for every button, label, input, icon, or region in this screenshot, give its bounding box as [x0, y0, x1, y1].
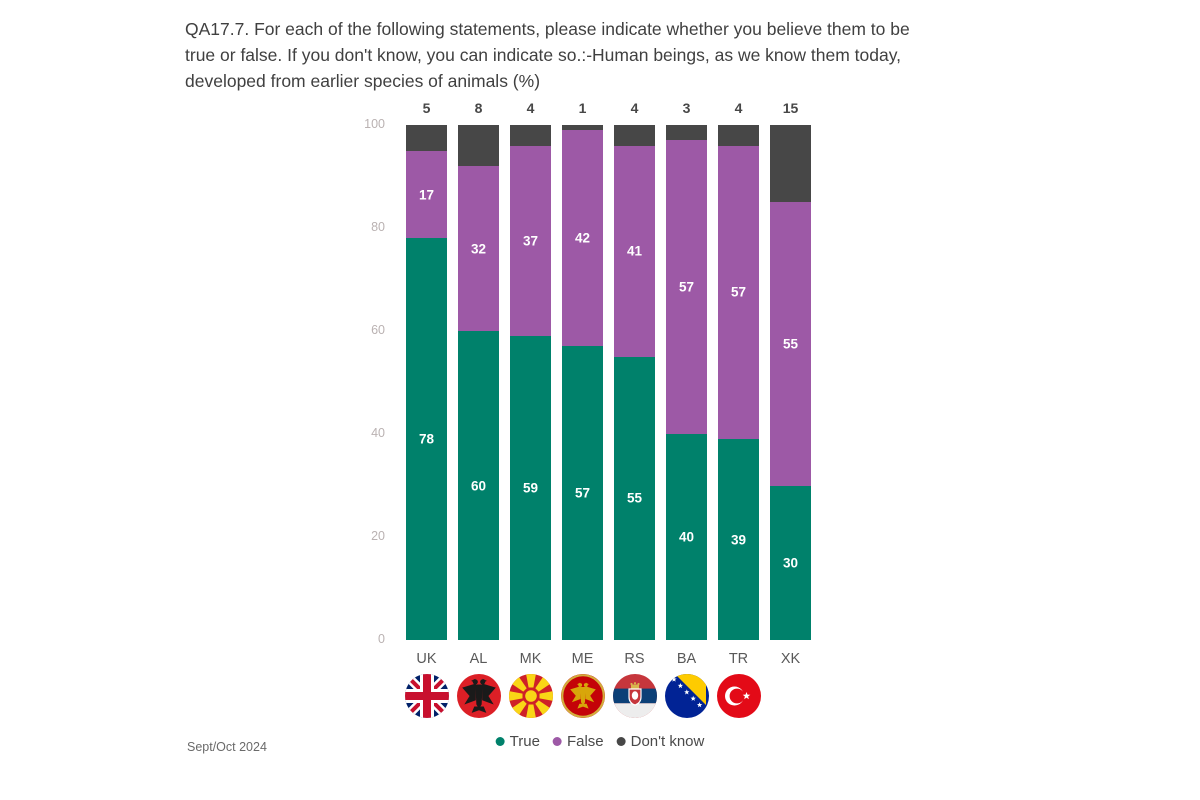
legend-item-true: True — [495, 733, 540, 750]
value-label-dont-know-ba: 3 — [682, 100, 691, 116]
value-label-true-uk: 78 — [418, 431, 435, 447]
value-label-dont-know-uk: 5 — [422, 100, 431, 116]
segment-don-t-know-xk — [770, 125, 811, 203]
flag-uk-icon — [404, 674, 449, 718]
segment-false-ba: 57 — [666, 140, 707, 434]
value-label-false-tr: 57 — [730, 284, 747, 300]
legend-dot-don-t-know-icon — [616, 737, 626, 746]
segment-don-t-know-me — [562, 125, 603, 131]
segment-don-t-know-al — [458, 125, 499, 167]
chart-title: QA17.7. For each of the following statem… — [185, 16, 1045, 94]
legend-label-don-t-know: Don't know — [630, 733, 705, 750]
legend-item-false: False — [552, 733, 604, 750]
bar-uk: 78 17 5 UK — [404, 100, 449, 718]
segment-don-t-know-tr — [718, 125, 759, 146]
flag-mk-icon — [508, 674, 553, 718]
value-label-false-ba: 57 — [678, 279, 695, 295]
value-label-dont-know-tr: 4 — [734, 100, 743, 116]
value-label-dont-know-rs: 4 — [630, 100, 639, 116]
bar-xk: 30 55 15 XK — [770, 100, 811, 667]
y-tick-80: 80 — [371, 220, 385, 234]
country-label-tr: TR — [728, 651, 749, 667]
segment-don-t-know-mk — [510, 125, 551, 146]
value-label-dont-know-mk: 4 — [526, 100, 535, 116]
legend-dot-false-icon — [552, 737, 562, 746]
y-tick-100: 100 — [364, 117, 385, 131]
plot-area: 78 17 5 UK 60 32 8 AL 59 37 4 MK 57 42 1 ME 55 41 4 RS 4 — [404, 100, 811, 718]
segment-true-tr: 39 — [718, 439, 759, 640]
legend-label-false: False — [566, 733, 604, 750]
segment-don-t-know-uk — [406, 125, 447, 151]
survey-date: Sept/Oct 2024 — [187, 740, 267, 754]
country-label-mk: MK — [519, 651, 542, 667]
bar-ba: 40 57 3 BA — [664, 100, 709, 718]
segment-true-al: 60 — [458, 331, 499, 640]
country-label-uk: UK — [416, 651, 437, 667]
country-label-xk: XK — [780, 651, 801, 667]
segment-false-uk: 17 — [406, 150, 447, 239]
legend: True False Don't know — [495, 733, 705, 750]
segment-false-al: 32 — [458, 166, 499, 331]
flag-tr-icon — [716, 674, 761, 718]
segment-true-ba: 40 — [666, 434, 707, 640]
value-label-dont-know-al: 8 — [474, 100, 483, 116]
value-label-true-ba: 40 — [678, 529, 695, 545]
country-label-ba: BA — [676, 651, 697, 667]
segment-true-mk: 59 — [510, 336, 551, 640]
segment-true-rs: 55 — [614, 356, 655, 640]
legend-item-don-t-know: Don't know — [616, 733, 705, 750]
bar-me: 57 42 1 ME — [560, 100, 605, 718]
legend-label-true: True — [509, 733, 540, 750]
value-label-dont-know-me: 1 — [578, 100, 587, 116]
segment-true-uk: 78 — [406, 238, 447, 640]
y-tick-0: 0 — [378, 632, 385, 646]
segment-false-xk: 55 — [770, 202, 811, 486]
legend-dot-true-icon — [495, 737, 505, 746]
segment-false-tr: 57 — [718, 145, 759, 440]
segment-don-t-know-rs — [614, 125, 655, 146]
segment-false-mk: 37 — [510, 145, 551, 337]
segment-false-rs: 41 — [614, 145, 655, 357]
value-label-false-me: 42 — [574, 230, 591, 246]
segment-false-me: 42 — [562, 130, 603, 347]
value-label-dont-know-xk: 15 — [782, 100, 799, 116]
value-label-false-al: 32 — [470, 241, 487, 257]
value-label-true-al: 60 — [470, 478, 487, 493]
bar-mk: 59 37 4 MK — [508, 100, 553, 718]
value-label-true-xk: 30 — [782, 555, 799, 571]
bar-al: 60 32 8 AL — [456, 100, 501, 718]
bar-rs: 55 41 4 RS — [612, 100, 657, 718]
value-label-true-mk: 59 — [522, 480, 539, 496]
flag-rs-icon — [612, 674, 657, 718]
chart-title-line-2: true or false. If you don't know, you ca… — [185, 45, 902, 65]
segment-true-me: 57 — [562, 346, 603, 640]
value-label-true-me: 57 — [574, 485, 591, 501]
chart-title-line-3: developed from earlier species of animal… — [185, 71, 541, 91]
country-label-rs: RS — [624, 651, 645, 667]
value-label-false-xk: 55 — [782, 336, 799, 352]
value-label-true-tr: 39 — [730, 532, 747, 548]
country-label-me: ME — [571, 651, 594, 667]
y-tick-40: 40 — [371, 426, 385, 440]
flag-ba-icon — [664, 674, 709, 718]
segment-don-t-know-ba — [666, 125, 707, 141]
value-label-false-mk: 37 — [522, 233, 539, 249]
y-tick-20: 20 — [371, 529, 385, 543]
country-label-al: AL — [469, 651, 488, 667]
value-label-false-rs: 41 — [626, 243, 643, 259]
segment-true-xk: 30 — [770, 485, 811, 640]
value-label-true-rs: 55 — [626, 490, 643, 506]
bar-tr: 39 57 4 TR — [716, 100, 761, 718]
value-label-false-uk: 17 — [418, 187, 435, 203]
flag-al-icon — [456, 674, 501, 718]
flag-me-icon — [560, 674, 605, 718]
y-tick-60: 60 — [371, 323, 385, 337]
chart-title-line-1: QA17.7. For each of the following statem… — [185, 19, 910, 39]
